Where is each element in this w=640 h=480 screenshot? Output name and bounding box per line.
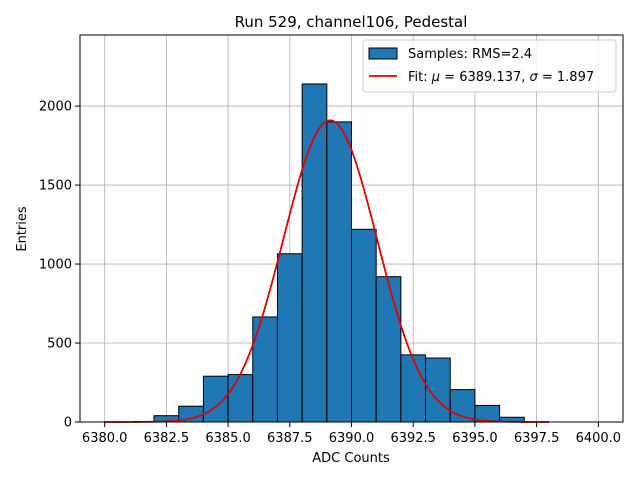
legend: Samples: RMS=2.4 Fit: μ = 6389.137, σ = … (362, 39, 617, 93)
legend-fit-sigma-symbol: σ (530, 70, 539, 85)
x-tick-label-4: 6390.0 (329, 431, 375, 446)
fit-curve (104, 119, 549, 423)
y-tick-label-1: 500 (47, 337, 72, 352)
histogram-bar-10 (351, 228, 377, 423)
x-tick-label-2: 6385.0 (205, 431, 251, 446)
y-tick-label-2: 1000 (39, 258, 72, 273)
y-tick-label-4: 2000 (39, 100, 72, 115)
legend-fit-sigma-text: = 1.897 (538, 70, 594, 85)
x-tick-label-5: 6392.5 (390, 431, 436, 446)
fit-curve-layer (104, 119, 549, 423)
y-tick-label-0: 0 (64, 416, 72, 431)
legend-fit-prefix: Fit: (408, 70, 432, 85)
histogram-bar-8 (301, 83, 328, 423)
x-tick-label-0: 6380.0 (82, 431, 128, 446)
x-tick-label-6: 6395.0 (452, 431, 498, 446)
y-tick-label-3: 1500 (39, 179, 72, 194)
legend-box (362, 39, 617, 93)
legend-samples-label: Samples: RMS=2.4 (408, 47, 532, 62)
legend-fit-mu-symbol: μ (431, 70, 440, 85)
x-tick-label-8: 6400.0 (576, 431, 622, 446)
y-axis-ticks: 0 500 1000 1500 2000 (39, 100, 80, 431)
histogram-bar-11 (375, 276, 402, 423)
legend-fit-mu-text: = 6389.137, (440, 70, 529, 85)
chart-title: Run 529, channel106, Pedestal (235, 13, 468, 31)
x-tick-label-1: 6382.5 (144, 431, 190, 446)
histogram-bar-12 (400, 354, 427, 423)
x-axis-ticks: 6380.0 6382.5 6385.0 6387.5 6390.0 6392.5 6395… (82, 422, 621, 446)
x-tick-label-3: 6387.5 (267, 431, 313, 446)
x-axis-label: ADC Counts (312, 451, 390, 466)
legend-fit-label: Fit: μ = 6389.137, σ = 1.897 (408, 70, 594, 85)
y-axis-label: Entries (15, 206, 30, 252)
legend-samples-swatch (368, 47, 398, 60)
histogram-bar-9 (326, 121, 352, 423)
histogram-bar-5 (227, 374, 254, 423)
x-tick-label-7: 6397.5 (514, 431, 560, 446)
histogram-bar-7 (276, 253, 303, 423)
